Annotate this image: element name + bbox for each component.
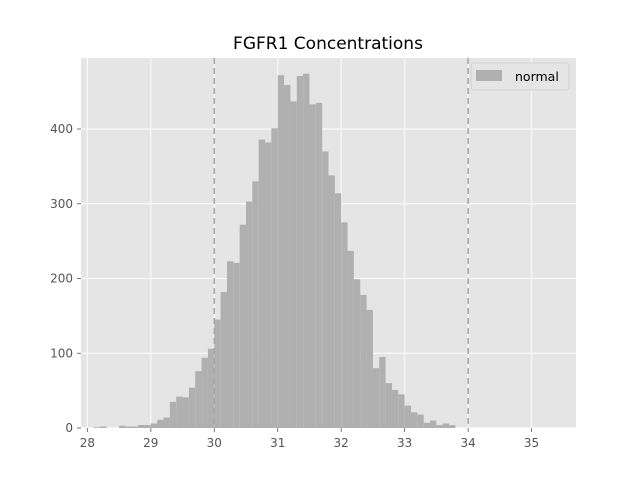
- histogram-bar: [417, 414, 424, 428]
- histogram-bar: [182, 397, 189, 428]
- histogram-bar: [341, 222, 348, 428]
- histogram-bar: [195, 371, 202, 428]
- histogram-bar: [423, 422, 431, 428]
- legend-swatch: [476, 70, 502, 81]
- histogram-bar: [347, 250, 354, 428]
- histogram-bar: [201, 357, 208, 428]
- x-tick-label: 32: [334, 436, 349, 450]
- histogram-bar: [220, 291, 227, 428]
- reference-lines: [213, 58, 469, 428]
- histogram-bar: [353, 279, 361, 428]
- histogram-bar: [150, 423, 158, 428]
- histogram-bar: [119, 425, 126, 428]
- histogram-bar: [252, 181, 259, 428]
- histogram-bar: [309, 104, 316, 428]
- histogram-bar: [385, 383, 392, 428]
- x-tick-label: 29: [143, 436, 158, 450]
- y-tick-label: 200: [50, 272, 73, 286]
- histogram-bar: [430, 420, 437, 428]
- histogram-bar: [246, 201, 253, 428]
- histogram-bar: [411, 412, 418, 428]
- histogram-bar: [284, 84, 291, 428]
- histogram-bar: [328, 175, 335, 428]
- histogram-bar: [157, 419, 164, 428]
- histogram-bar: [233, 262, 240, 428]
- histogram-bars: [93, 73, 456, 429]
- y-tick-label: 0: [65, 421, 73, 435]
- histogram-bar: [271, 128, 278, 428]
- x-tick-label: 31: [270, 436, 285, 450]
- legend-label: normal: [515, 69, 559, 84]
- histogram-bar: [176, 396, 183, 428]
- histogram-bar: [265, 142, 272, 428]
- histogram-bar: [442, 423, 450, 428]
- histogram-bar: [372, 368, 380, 428]
- histogram-bar: [398, 394, 405, 428]
- histogram-bar: [322, 151, 329, 429]
- histogram-bar: [290, 101, 297, 428]
- x-tick-label: 28: [80, 436, 95, 450]
- y-axis-ticks: 0 100 200 300 400: [50, 122, 81, 435]
- histogram-bar: [207, 348, 215, 428]
- histogram-bar: [258, 139, 266, 429]
- histogram-bar: [277, 75, 285, 428]
- histogram-bar: [360, 294, 367, 428]
- histogram-bar: [334, 193, 342, 428]
- x-tick-label: 33: [397, 436, 412, 450]
- histogram-bar: [188, 387, 196, 428]
- x-tick-label: 30: [207, 436, 222, 450]
- histogram-bar: [366, 309, 373, 428]
- histogram-bar: [239, 224, 246, 428]
- x-tick-label: 34: [460, 436, 475, 450]
- histogram-bar: [436, 425, 443, 428]
- histogram-bar: [125, 426, 132, 428]
- y-tick-label: 300: [50, 197, 73, 211]
- histogram-bar: [163, 417, 170, 428]
- x-tick-label: 35: [524, 436, 539, 450]
- histogram-bar: [379, 356, 386, 428]
- histogram-bar: [404, 405, 411, 428]
- y-tick-label: 400: [50, 122, 73, 136]
- histogram-bar: [391, 389, 399, 428]
- histogram-bar: [144, 425, 151, 428]
- histogram-bar: [315, 102, 323, 429]
- histogram-bar: [449, 425, 456, 428]
- legend-box: [470, 62, 570, 91]
- histogram-bar: [93, 427, 101, 428]
- legend: normal: [470, 62, 570, 91]
- histogram-bar: [214, 319, 221, 428]
- histogram-bar: [169, 401, 177, 428]
- x-axis-ticks: 28 29 30 31 32 33 34 35: [80, 428, 539, 450]
- histogram-bar: [303, 73, 310, 429]
- histogram-bar: [138, 425, 145, 428]
- histogram-bar: [100, 426, 107, 428]
- histogram-bar: [226, 261, 234, 428]
- chart-title: FGFR1 Concentrations: [233, 34, 423, 54]
- histogram-bar: [131, 426, 139, 428]
- y-tick-label: 100: [50, 346, 73, 360]
- histogram-bar: [296, 75, 304, 428]
